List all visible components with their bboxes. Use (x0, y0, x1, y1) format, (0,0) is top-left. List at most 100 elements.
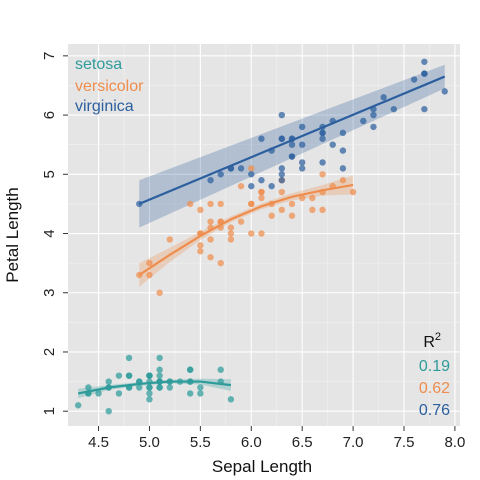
data-point-setosa (186, 366, 194, 373)
data-point-versicolor (248, 230, 255, 237)
data-point-setosa (166, 384, 174, 391)
data-point-setosa (74, 402, 82, 409)
data-point-versicolor (278, 188, 286, 196)
data-point-virginica (258, 135, 265, 142)
data-point-versicolor (278, 206, 286, 214)
data-point-setosa (156, 354, 163, 362)
data-point-versicolor (268, 212, 275, 219)
data-point-versicolor (248, 165, 255, 172)
data-point-virginica (380, 94, 387, 101)
data-point-virginica (390, 105, 398, 113)
x-axis-ticks: 4.5 5.0 5.5 6.0 6.5 7.0 7.5 8.0 (88, 426, 465, 451)
data-point-virginica (207, 177, 214, 184)
data-point-versicolor (237, 218, 245, 225)
data-point-setosa (186, 390, 194, 397)
data-point-versicolor (207, 236, 214, 243)
data-point-virginica (248, 182, 255, 190)
data-point-setosa (125, 372, 133, 379)
data-point-virginica (339, 147, 347, 154)
data-point-versicolor (197, 248, 204, 255)
data-point-versicolor (166, 236, 174, 243)
data-point-virginica (278, 171, 286, 178)
data-point-setosa (105, 378, 112, 385)
data-points (74, 58, 448, 415)
data-point-virginica (298, 159, 306, 166)
data-point-versicolor (349, 188, 357, 196)
data-point-versicolor (146, 259, 153, 267)
r2-panel: R2 0.19 0.62 0.76 (419, 331, 450, 419)
x-tick-label: 5.0 (139, 434, 160, 451)
data-point-versicolor (258, 194, 265, 202)
data-point-setosa (156, 372, 163, 379)
x-axis-title: Sepal Length (212, 457, 312, 476)
data-point-setosa (146, 396, 153, 403)
r2-value-setosa: 0.19 (419, 358, 450, 375)
data-point-virginica (288, 153, 296, 160)
data-point-versicolor (186, 200, 194, 208)
y-tick-label: 3 (41, 289, 58, 297)
data-point-setosa (217, 366, 224, 373)
data-point-virginica (248, 171, 255, 178)
fit-line-versicolor (138, 183, 354, 276)
x-tick-label: 4.5 (88, 434, 109, 451)
data-point-virginica (217, 171, 224, 178)
data-point-setosa (136, 384, 143, 391)
y-tick-label: 2 (41, 348, 58, 356)
legend-label-versicolor: versicolor (75, 78, 144, 95)
r2-value-virginica: 0.76 (419, 402, 450, 419)
data-point-versicolor (309, 194, 316, 202)
data-point-virginica (370, 111, 377, 119)
data-point-setosa (125, 354, 133, 362)
fit-line-setosa (77, 380, 232, 395)
data-point-virginica (421, 70, 428, 77)
data-point-versicolor (248, 200, 255, 208)
r2-title-base: R (423, 334, 435, 351)
data-point-virginica (319, 159, 326, 166)
data-point-virginica (360, 117, 367, 125)
data-point-versicolor (339, 177, 347, 184)
data-point-virginica (298, 141, 306, 148)
data-point-setosa (227, 396, 235, 403)
data-point-setosa (115, 390, 123, 397)
data-point-setosa (156, 384, 163, 391)
data-point-virginica (268, 182, 275, 190)
data-point-virginica (339, 165, 347, 172)
data-point-versicolor (197, 206, 204, 214)
x-tick-label: 6.0 (241, 434, 262, 451)
data-point-setosa (115, 372, 123, 379)
data-point-versicolor (298, 194, 306, 202)
data-point-versicolor (237, 182, 245, 190)
data-point-setosa (197, 390, 204, 397)
data-point-versicolor (207, 254, 214, 261)
x-tick-label: 8.0 (444, 434, 465, 451)
legend-label-virginica: virginica (75, 98, 134, 115)
fit-lines (77, 75, 446, 395)
data-point-virginica (329, 141, 336, 148)
y-axis-ticks: 1 2 3 4 5 6 7 (41, 52, 68, 415)
data-point-virginica (441, 88, 448, 95)
data-point-virginica (298, 165, 306, 172)
data-point-setosa (146, 390, 153, 397)
data-point-versicolor (288, 212, 296, 219)
data-point-versicolor (227, 230, 235, 237)
r2-title-superscript: 2 (435, 331, 441, 343)
data-point-virginica (370, 123, 377, 131)
grid-lines (68, 44, 460, 426)
data-point-virginica (278, 111, 286, 119)
y-tick-label: 7 (41, 52, 58, 60)
data-point-virginica (410, 76, 418, 83)
y-axis-title: Petal Length (3, 187, 22, 282)
data-point-setosa (146, 372, 153, 379)
data-point-versicolor (319, 206, 326, 214)
data-point-versicolor (146, 271, 153, 279)
data-point-virginica (278, 165, 286, 172)
legend-label-setosa: setosa (75, 56, 122, 73)
data-point-virginica (288, 141, 296, 148)
x-tick-label: 7.5 (394, 434, 415, 451)
data-point-versicolor (217, 200, 224, 208)
data-point-versicolor (309, 206, 316, 214)
legend: setosa versicolor virginica (75, 56, 144, 115)
x-tick-label: 7.0 (343, 434, 364, 451)
data-point-virginica (278, 135, 286, 142)
